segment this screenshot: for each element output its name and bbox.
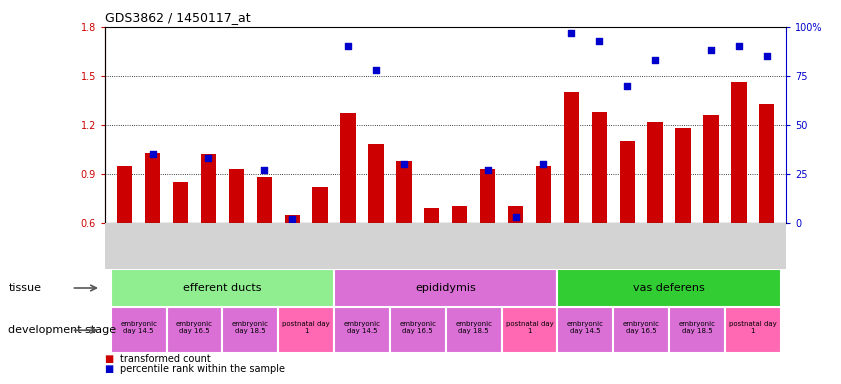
Bar <box>229 169 244 223</box>
Point <box>397 161 410 167</box>
Bar <box>341 113 356 223</box>
Point <box>369 67 383 73</box>
Point <box>481 167 495 173</box>
Bar <box>508 207 523 223</box>
Bar <box>591 112 607 223</box>
Text: vas deferens: vas deferens <box>633 283 705 293</box>
Text: embryonic
day 18.5: embryonic day 18.5 <box>679 321 716 334</box>
Bar <box>731 83 747 223</box>
Bar <box>536 166 551 223</box>
Bar <box>201 154 216 223</box>
Text: embryonic
day 14.5: embryonic day 14.5 <box>120 321 157 334</box>
Bar <box>117 166 132 223</box>
Bar <box>669 307 725 353</box>
Point <box>564 30 578 36</box>
Text: embryonic
day 14.5: embryonic day 14.5 <box>343 321 380 334</box>
Bar <box>396 161 411 223</box>
Text: postnatal day
1: postnatal day 1 <box>505 321 553 334</box>
Point <box>285 216 299 222</box>
Text: ■: ■ <box>105 354 118 364</box>
Point <box>621 83 634 89</box>
Bar <box>390 307 446 353</box>
Bar <box>145 152 161 223</box>
Point <box>257 167 271 173</box>
Bar <box>452 207 468 223</box>
Bar <box>334 307 390 353</box>
Point <box>145 151 159 157</box>
Text: embryonic
day 14.5: embryonic day 14.5 <box>567 321 604 334</box>
Text: epididymis: epididymis <box>415 283 476 293</box>
Bar <box>222 307 278 353</box>
Bar <box>278 307 334 353</box>
Bar <box>368 144 383 223</box>
Point <box>537 161 550 167</box>
Point <box>202 155 215 161</box>
Text: embryonic
day 18.5: embryonic day 18.5 <box>232 321 269 334</box>
Bar <box>759 104 775 223</box>
Point <box>704 47 717 53</box>
Bar <box>558 307 613 353</box>
Bar <box>563 92 579 223</box>
Bar <box>257 177 272 223</box>
Bar <box>501 307 558 353</box>
Text: postnatal day
1: postnatal day 1 <box>283 321 330 334</box>
Bar <box>648 121 663 223</box>
Bar <box>284 215 300 223</box>
Point <box>341 43 355 50</box>
Bar <box>613 307 669 353</box>
Bar <box>111 307 167 353</box>
Bar <box>725 307 780 353</box>
Text: tissue: tissue <box>8 283 41 293</box>
Point <box>509 214 522 220</box>
Bar <box>703 115 718 223</box>
Bar <box>424 208 440 223</box>
Bar <box>480 169 495 223</box>
Text: transformed count: transformed count <box>120 354 211 364</box>
Point <box>648 57 662 63</box>
Text: development stage: development stage <box>8 325 117 335</box>
Text: embryonic
day 18.5: embryonic day 18.5 <box>455 321 492 334</box>
Bar <box>312 187 328 223</box>
Text: embryonic
day 16.5: embryonic day 16.5 <box>399 321 436 334</box>
Bar <box>675 128 690 223</box>
Text: GDS3862 / 1450117_at: GDS3862 / 1450117_at <box>105 11 251 24</box>
Bar <box>334 269 558 307</box>
Text: embryonic
day 16.5: embryonic day 16.5 <box>622 321 659 334</box>
Text: efferent ducts: efferent ducts <box>183 283 262 293</box>
Bar <box>111 269 334 307</box>
Text: percentile rank within the sample: percentile rank within the sample <box>120 364 285 374</box>
Bar <box>173 182 188 223</box>
Bar <box>620 141 635 223</box>
Bar <box>558 269 780 307</box>
Point <box>733 43 746 50</box>
Text: postnatal day
1: postnatal day 1 <box>729 321 777 334</box>
Bar <box>446 307 501 353</box>
Bar <box>167 307 222 353</box>
Text: embryonic
day 16.5: embryonic day 16.5 <box>176 321 213 334</box>
Text: ■: ■ <box>105 364 118 374</box>
Point <box>593 38 606 44</box>
Point <box>760 53 774 59</box>
